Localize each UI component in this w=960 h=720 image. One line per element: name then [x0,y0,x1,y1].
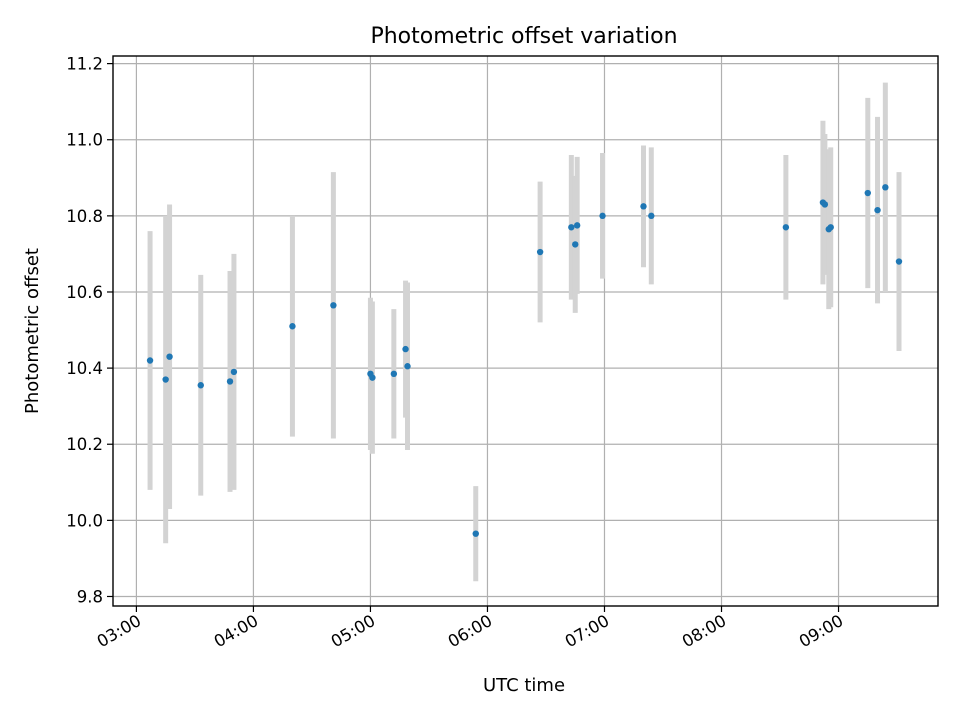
data-point [162,376,169,383]
data-point [882,184,889,191]
y-tick-label: 10.8 [66,207,103,226]
data-point [864,189,871,197]
data-point [404,363,411,370]
grid [113,56,938,606]
data-point [330,302,337,309]
data-point [640,203,647,210]
data-point [536,248,544,256]
data-point [390,370,398,378]
data-point [821,201,829,208]
y-tick-label: 10.6 [66,283,103,302]
y-tick-label: 10.0 [66,511,103,530]
x-axis-label: UTC time [483,675,565,696]
data-point [472,530,479,537]
chart-title: Photometric offset variation [370,24,677,49]
data-point [573,222,581,229]
data-point [895,258,903,265]
y-axis: 9.8 10.0 10.2 10.4 10.6 10.8 11.0 11.2 [66,55,113,606]
data-point [166,353,173,360]
data-point [197,382,204,389]
data-point [599,212,606,220]
data-point [572,241,579,248]
y-tick-label: 9.8 [77,587,103,606]
data-point [782,224,790,231]
y-tick-label: 11.0 [66,131,103,150]
data-point [369,374,376,381]
y-tick-label: 10.4 [66,359,103,378]
data-point [146,357,154,364]
plot-frame [112,55,939,607]
y-axis-label: Photometric offset [22,248,43,414]
data-point [827,224,834,231]
y-tick-label: 10.2 [66,435,103,454]
data-point [874,206,881,214]
data-points [146,184,903,537]
data-point [289,323,296,330]
data-point [568,224,575,231]
data-point [648,212,655,220]
y-tick-label: 11.2 [66,55,103,74]
data-point [402,345,409,353]
data-point [226,378,234,385]
data-point [230,368,238,376]
